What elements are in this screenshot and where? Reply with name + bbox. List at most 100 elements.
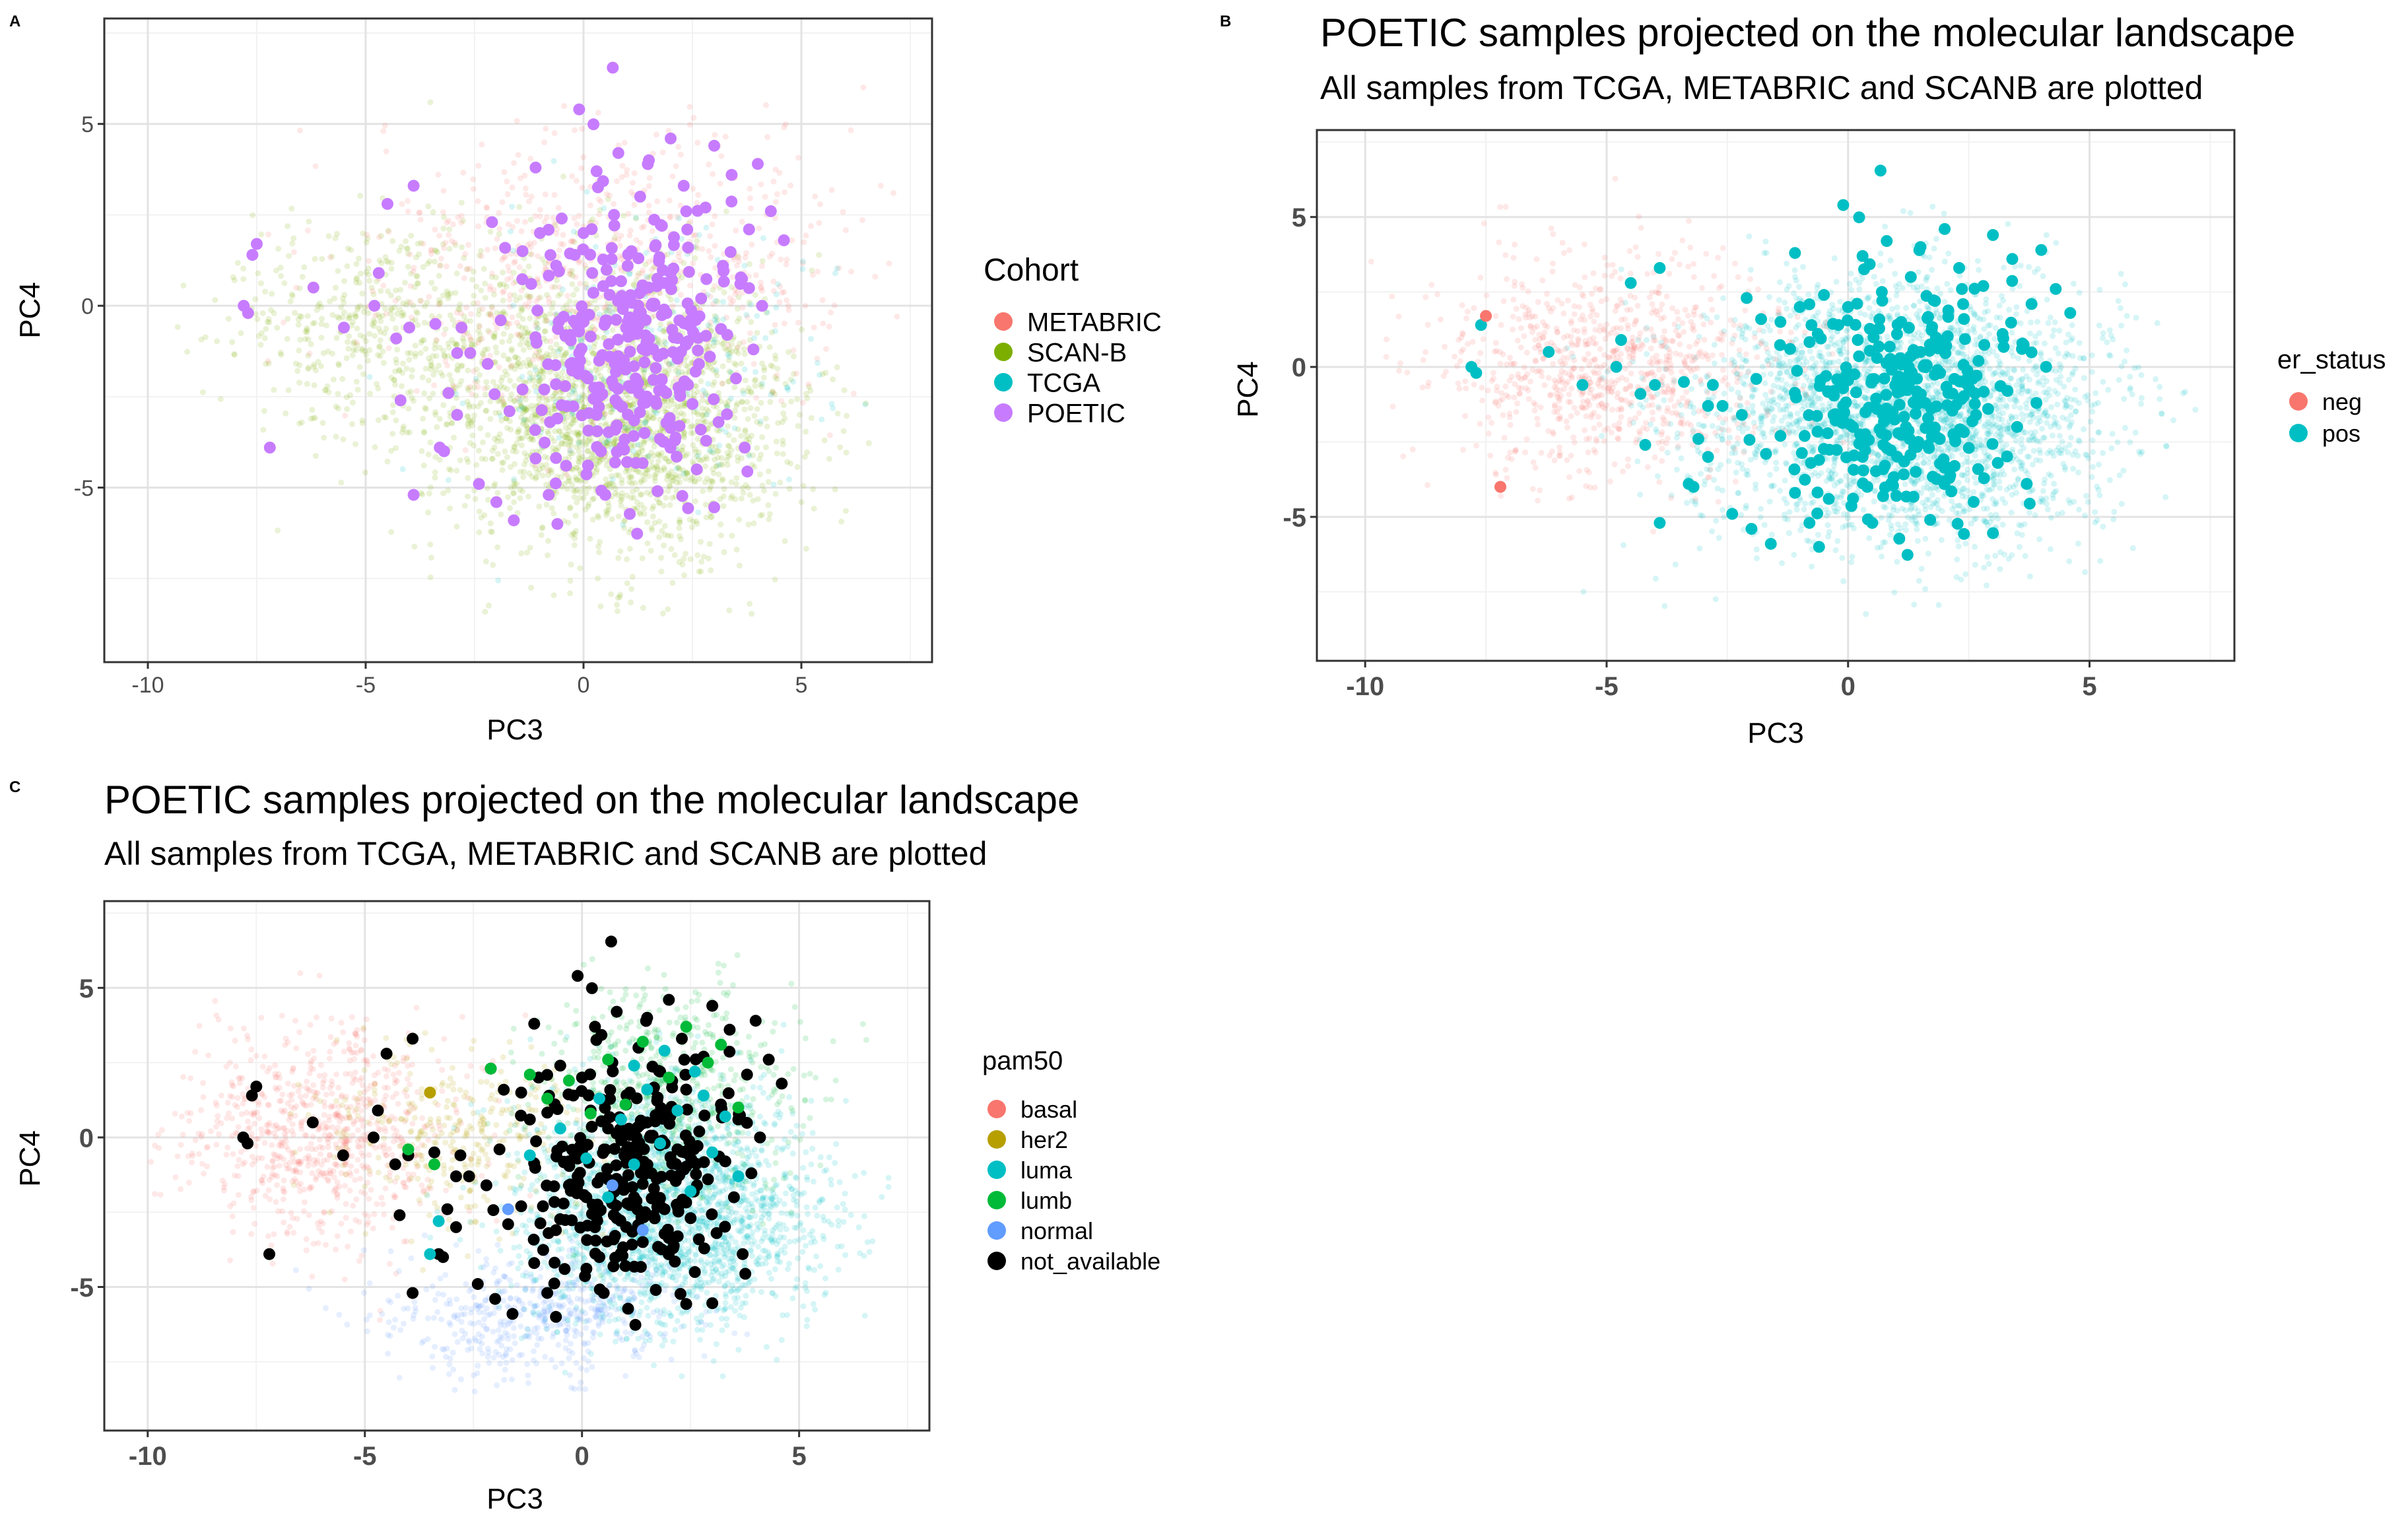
background-point: [560, 354, 567, 360]
background-point: [660, 367, 667, 374]
background-point: [615, 513, 622, 520]
background-point: [735, 350, 742, 356]
background-point: [343, 394, 350, 401]
background-point: [461, 275, 467, 281]
background-point: [580, 384, 586, 390]
background-point: [729, 493, 735, 499]
background-point: [511, 292, 518, 298]
background-point: [458, 363, 465, 370]
background-point: [539, 525, 545, 531]
background-point: [762, 415, 769, 422]
background-point: [316, 300, 323, 306]
poetic-point: [718, 275, 730, 288]
background-point: [277, 264, 284, 271]
background-point: [733, 262, 740, 269]
poetic-point: [692, 358, 705, 370]
background-point: [681, 556, 687, 562]
background-point: [664, 477, 671, 483]
background-point: [527, 251, 533, 257]
background-point: [519, 374, 525, 380]
background-point: [597, 457, 603, 464]
background-point: [570, 417, 577, 423]
background-point: [475, 384, 481, 390]
background-point: [710, 382, 716, 388]
y-tick-label: 0: [81, 294, 94, 319]
background-point: [446, 226, 453, 232]
background-point: [503, 283, 510, 290]
background-point: [523, 362, 530, 369]
background-point: [467, 318, 474, 324]
background-point: [399, 466, 406, 473]
background-point: [626, 271, 633, 277]
background-point: [721, 549, 727, 555]
background-point: [399, 370, 406, 376]
background-point: [766, 516, 772, 522]
background-point: [743, 312, 750, 318]
background-point: [508, 333, 514, 339]
background-point: [366, 257, 372, 264]
background-point: [709, 479, 716, 485]
background-point: [454, 362, 461, 368]
background-point: [559, 369, 566, 376]
background-point: [537, 368, 544, 374]
background-point: [747, 337, 753, 343]
background-point: [607, 480, 613, 487]
background-point: [712, 283, 718, 289]
background-point: [539, 524, 546, 531]
background-point: [2124, 347, 2130, 354]
background-point: [699, 397, 706, 403]
background-point: [695, 456, 702, 463]
background-point: [719, 477, 725, 484]
background-point: [576, 494, 583, 501]
background-point: [562, 441, 568, 448]
background-point: [527, 362, 534, 368]
background-point: [641, 511, 648, 517]
background-point: [403, 238, 409, 244]
background-point: [756, 471, 763, 478]
background-point: [426, 395, 433, 401]
background-point: [460, 338, 467, 345]
background-point: [762, 193, 768, 200]
background-point: [476, 529, 483, 535]
background-point: [737, 340, 743, 347]
background-point: [448, 419, 455, 426]
background-point: [560, 232, 566, 238]
background-point: [607, 466, 613, 473]
background-point: [529, 356, 536, 363]
background-point: [519, 325, 525, 331]
background-point: [688, 475, 695, 481]
background-point: [776, 170, 783, 176]
background-point: [481, 347, 488, 353]
poetic-point: [544, 416, 556, 428]
legend-key: [994, 373, 1013, 391]
background-point: [579, 400, 585, 407]
background-point: [739, 304, 746, 311]
background-point: [393, 445, 399, 452]
background-point: [751, 413, 758, 419]
background-point: [447, 312, 453, 318]
background-point: [382, 122, 388, 129]
background-point: [739, 485, 746, 491]
background-point: [522, 302, 529, 308]
background-point: [821, 437, 828, 444]
background-point: [335, 268, 341, 274]
background-point: [483, 456, 489, 462]
background-point: [607, 409, 613, 415]
background-point: [622, 428, 628, 434]
background-point: [501, 401, 508, 407]
background-point: [352, 441, 358, 448]
background-point: [566, 298, 573, 304]
background-point: [556, 434, 562, 441]
background-point: [1782, 299, 1788, 306]
background-point: [799, 326, 805, 333]
background-point: [692, 449, 699, 455]
background-point: [532, 213, 539, 219]
background-point: [518, 305, 525, 312]
background-point: [598, 456, 605, 463]
background-point: [717, 496, 723, 502]
background-point: [754, 445, 760, 452]
background-point: [616, 472, 622, 479]
poetic-point: [567, 400, 580, 413]
background-point: [602, 436, 609, 443]
